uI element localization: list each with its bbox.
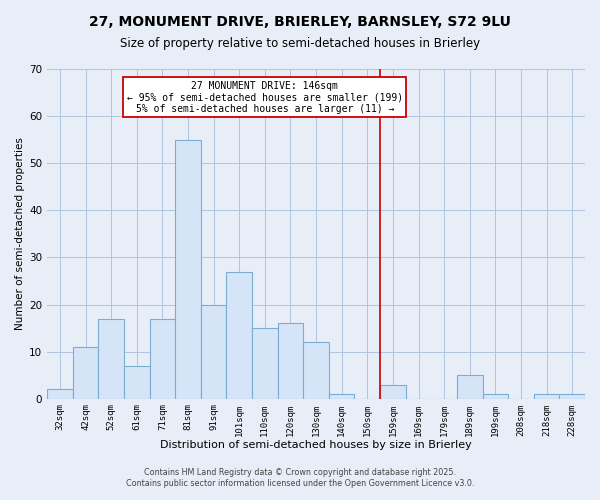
Text: 27, MONUMENT DRIVE, BRIERLEY, BARNSLEY, S72 9LU: 27, MONUMENT DRIVE, BRIERLEY, BARNSLEY, …: [89, 15, 511, 29]
Bar: [329, 394, 355, 398]
Bar: [47, 390, 73, 398]
Bar: [252, 328, 278, 398]
Bar: [73, 347, 98, 399]
Text: 27 MONUMENT DRIVE: 146sqm
← 95% of semi-detached houses are smaller (199)
5% of : 27 MONUMENT DRIVE: 146sqm ← 95% of semi-…: [127, 81, 403, 114]
Bar: [278, 324, 303, 398]
Bar: [559, 394, 585, 398]
Bar: [380, 384, 406, 398]
Bar: [226, 272, 252, 398]
Bar: [482, 394, 508, 398]
Bar: [98, 318, 124, 398]
Bar: [201, 304, 226, 398]
Bar: [149, 318, 175, 398]
Y-axis label: Number of semi-detached properties: Number of semi-detached properties: [15, 138, 25, 330]
Bar: [175, 140, 201, 398]
Bar: [457, 375, 482, 398]
Text: Size of property relative to semi-detached houses in Brierley: Size of property relative to semi-detach…: [120, 38, 480, 51]
Bar: [124, 366, 149, 398]
Bar: [303, 342, 329, 398]
Text: Contains HM Land Registry data © Crown copyright and database right 2025.
Contai: Contains HM Land Registry data © Crown c…: [126, 468, 474, 487]
X-axis label: Distribution of semi-detached houses by size in Brierley: Distribution of semi-detached houses by …: [160, 440, 472, 450]
Bar: [534, 394, 559, 398]
